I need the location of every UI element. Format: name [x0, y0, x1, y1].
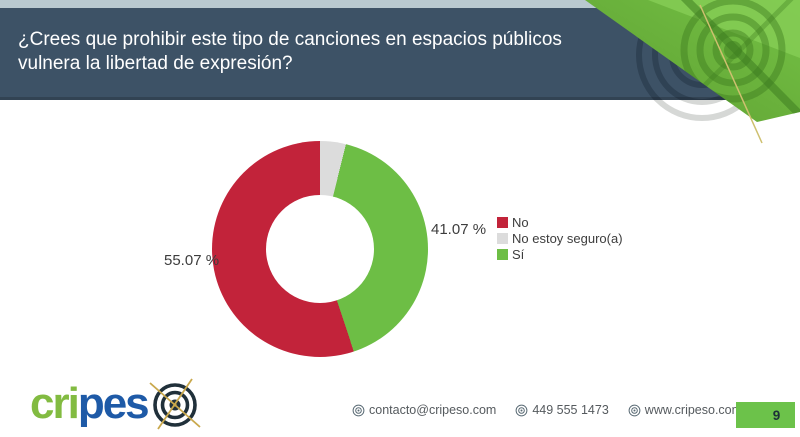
- legend-label-no: No: [512, 214, 529, 230]
- slide-title: ¿Crees que prohibir este tipo de cancion…: [18, 28, 658, 76]
- data-label-si: 41.07 %: [431, 221, 487, 238]
- legend-swatch-si: [497, 248, 508, 260]
- cripeso-logo: cripes: [30, 377, 202, 431]
- footer-phone: 449 555 1473: [515, 403, 609, 417]
- logo-text-green: cri: [30, 379, 80, 428]
- footer-email: contacto@cripeso.com: [352, 403, 496, 417]
- page-number-badge: 9: [736, 402, 795, 428]
- slide-title-line-1: ¿Crees que prohibir este tipo de cancion…: [18, 29, 562, 50]
- email-target-icon: [352, 404, 365, 416]
- cripeso-target-icon: [149, 378, 201, 430]
- legend-label-si: Sí: [512, 246, 525, 262]
- footer-contact-bar: contacto@cripeso.com 449 555 1473 www.cr…: [352, 403, 742, 417]
- slide-title-line-2: vulnera la libertad de expresión?: [18, 53, 293, 74]
- footer-website: www.cripeso.com: [628, 403, 742, 417]
- chart-legend: No No estoy seguro(a) Sí: [497, 214, 623, 262]
- legend-label-no-estoy-seguro: No estoy seguro(a): [512, 230, 623, 246]
- legend-item-no-estoy-seguro: No estoy seguro(a): [497, 230, 623, 246]
- logo-text-blue: pes: [77, 379, 150, 428]
- legend-swatch-no: [497, 216, 508, 228]
- cripeso-logo-text: cripes: [30, 378, 150, 430]
- page-number: 9: [772, 407, 781, 423]
- footer-website-text: www.cripeso.com: [644, 403, 743, 417]
- footer-email-text: contacto@cripeso.com: [369, 403, 497, 417]
- donut-hole: [266, 195, 374, 303]
- legend-swatch-no-estoy-seguro: [497, 232, 508, 244]
- header-top-strip: [0, 0, 800, 8]
- legend-item-no: No: [497, 214, 623, 230]
- donut-chart-area: 55.07 % 41.07 % No No estoy seguro(a) Sí: [0, 100, 800, 380]
- website-target-icon: [628, 404, 641, 416]
- data-label-no: 55.07 %: [164, 252, 220, 269]
- footer-phone-text: 449 555 1473: [532, 403, 609, 417]
- phone-target-icon: [515, 404, 528, 416]
- donut-chart: [212, 141, 428, 357]
- legend-item-si: Sí: [497, 246, 623, 262]
